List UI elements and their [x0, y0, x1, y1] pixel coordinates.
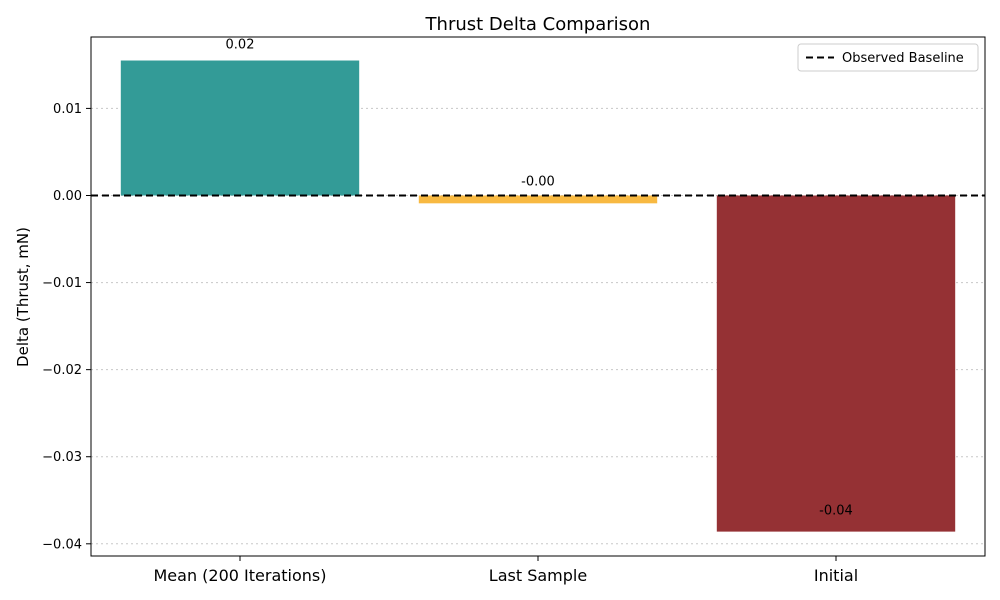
y-axis-label: Delta (Thrust, mN) — [14, 227, 32, 367]
bars-layer — [120, 60, 956, 532]
x-axis: Mean (200 Iterations) Last Sample Initial — [154, 556, 858, 585]
bar-value-label: -0.04 — [819, 504, 853, 519]
legend-baseline-label: Observed Baseline — [842, 51, 964, 66]
labels-layer: 0.02 -0.00 -0.04 — [226, 38, 853, 519]
y-tick-label: 0.01 — [53, 102, 82, 117]
plot-frame — [90, 36, 986, 557]
bar-value-label: -0.00 — [521, 174, 555, 189]
bar — [120, 60, 360, 196]
legend-box — [797, 43, 979, 72]
x-tick-label: Mean (200 Iterations) — [154, 566, 327, 585]
bar-value-label: 0.02 — [226, 38, 255, 53]
y-tick-label: −0.03 — [42, 450, 82, 465]
y-tick-label: −0.02 — [42, 363, 82, 378]
y-tick-label: −0.04 — [42, 537, 82, 552]
bar — [716, 195, 956, 532]
x-tick-label: Initial — [814, 566, 858, 585]
y-tick-label: −0.01 — [42, 276, 82, 291]
legend: Observed Baseline — [797, 43, 979, 72]
bar — [418, 195, 658, 204]
chart-title: Thrust Delta Comparison — [425, 14, 651, 35]
y-axis: 0.01 0.00 −0.01 −0.02 −0.03 −0.04 — [42, 102, 91, 552]
x-tick-label: Last Sample — [489, 566, 587, 585]
y-tick-label: 0.00 — [53, 189, 82, 204]
